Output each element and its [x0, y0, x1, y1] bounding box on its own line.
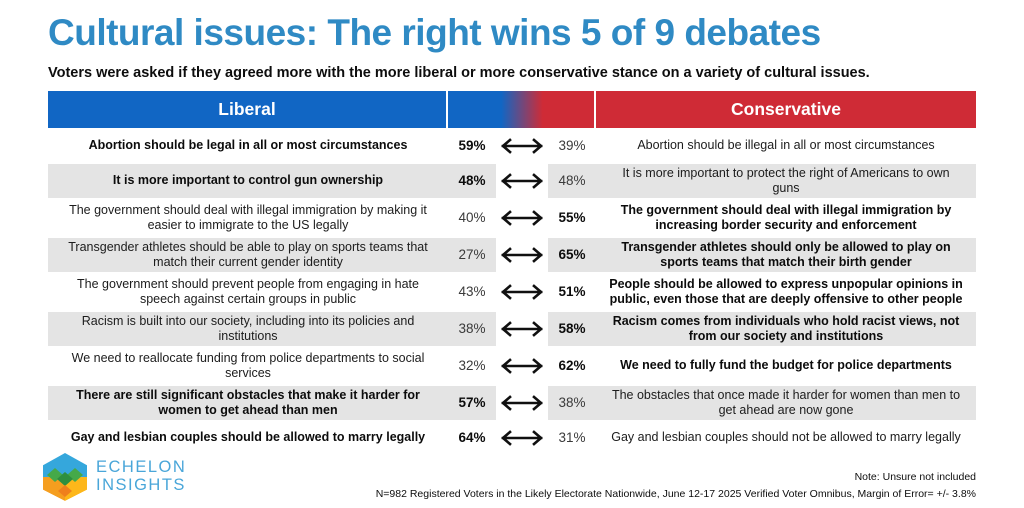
- conservative-percent: 58%: [548, 311, 596, 346]
- conservative-percent: 38%: [548, 385, 596, 420]
- liberal-statement: We need to reallocate funding from polic…: [71, 350, 425, 380]
- conservative-statement: Gay and lesbian couples should not be al…: [611, 430, 961, 445]
- arrow-cell: [496, 385, 548, 420]
- table-header: Liberal Conservative: [48, 90, 976, 128]
- arrow-cell: [496, 200, 548, 235]
- page-title: Cultural issues: The right wins 5 of 9 d…: [48, 12, 821, 53]
- header-gradient: [496, 90, 548, 128]
- arrow-cell: [496, 163, 548, 198]
- liberal-percent-header: [448, 90, 496, 128]
- table-row: Racism is built into our society, includ…: [48, 311, 976, 346]
- conservative-statement: The obstacles that once made it harder f…: [596, 385, 976, 420]
- liberal-statement: There are still significant obstacles th…: [48, 385, 448, 420]
- liberal-statement: Transgender athletes should be able to p…: [48, 237, 448, 272]
- liberal-percent: 38%: [448, 311, 496, 346]
- logo-line-echelon: ECHELON: [96, 458, 187, 477]
- conservative-percent: 65%: [548, 237, 596, 272]
- conservative-statement: People should be allowed to express unpo…: [609, 276, 963, 306]
- conservative-percent: 31%: [558, 430, 586, 446]
- conservative-statement: It is more important to protect the righ…: [596, 163, 976, 198]
- conservative-percent-header: [548, 90, 596, 128]
- table-row: The government should prevent people fro…: [48, 274, 976, 309]
- conservative-percent: 55%: [558, 210, 586, 226]
- liberal-statement: Abortion should be legal in all or most …: [88, 138, 408, 153]
- liberal-percent: 48%: [448, 163, 496, 198]
- arrow-cell: [496, 237, 548, 272]
- arrow-cell: [496, 348, 548, 383]
- liberal-percent: 27%: [448, 237, 496, 272]
- arrow-cell: [496, 422, 548, 453]
- conservative-percent: 39%: [558, 138, 586, 154]
- table-row: Transgender athletes should be able to p…: [48, 237, 976, 272]
- conservative-statement: We need to fully fund the budget for pol…: [620, 358, 952, 373]
- liberal-percent: 59%: [458, 138, 486, 154]
- liberal-statement: Racism is built into our society, includ…: [48, 311, 448, 346]
- logo-line-insights: INSIGHTS: [96, 476, 186, 494]
- arrow-cell: [496, 311, 548, 346]
- conservative-statement: The government should deal with illegal …: [620, 202, 952, 232]
- conservative-statement: Abortion should be illegal in all or mos…: [637, 138, 935, 153]
- table-row: Abortion should be legal in all or most …: [48, 130, 976, 161]
- logo-hexagon-icon: [43, 453, 87, 501]
- conservative-percent: 48%: [548, 163, 596, 198]
- conservative-header: Conservative: [596, 90, 976, 128]
- liberal-statement: Gay and lesbian couples should be allowe…: [70, 430, 426, 445]
- subtitle: Voters were asked if they agreed more wi…: [48, 64, 870, 81]
- conservative-percent: 51%: [558, 284, 586, 300]
- table-body: Abortion should be legal in all or most …: [48, 130, 976, 453]
- conservative-statement: Racism comes from individuals who hold r…: [596, 311, 976, 346]
- table-row: The government should deal with illegal …: [48, 200, 976, 235]
- double-arrow-icon: [501, 209, 543, 226]
- echelon-insights-logo: ECHELON INSIGHTS: [42, 452, 186, 502]
- liberal-statement: It is more important to control gun owne…: [48, 163, 448, 198]
- logo-wordmark: ECHELON INSIGHTS: [96, 458, 187, 495]
- table-row: There are still significant obstacles th…: [48, 385, 976, 420]
- arrow-cell: [496, 274, 548, 309]
- liberal-percent: 40%: [458, 210, 486, 226]
- table-row: Gay and lesbian couples should be allowe…: [48, 422, 976, 453]
- note-methodology: N=982 Registered Voters in the Likely El…: [375, 487, 976, 500]
- footer: ECHELON INSIGHTS Note: Unsure not includ…: [42, 452, 976, 502]
- liberal-percent: 32%: [458, 358, 486, 374]
- double-arrow-icon: [501, 137, 543, 154]
- liberal-statement: The government should deal with illegal …: [69, 202, 427, 232]
- double-arrow-icon: [501, 246, 543, 263]
- liberal-percent: 43%: [458, 284, 486, 300]
- arrow-cell: [496, 130, 548, 161]
- liberal-statement: The government should prevent people fro…: [77, 276, 419, 306]
- double-arrow-icon: [501, 357, 543, 374]
- table-row: We need to reallocate funding from polic…: [48, 348, 976, 383]
- liberal-percent: 57%: [448, 385, 496, 420]
- liberal-header: Liberal: [48, 90, 448, 128]
- conservative-percent: 62%: [558, 358, 586, 374]
- infographic: Cultural issues: The right wins 5 of 9 d…: [48, 12, 976, 453]
- conservative-statement: Transgender athletes should only be allo…: [596, 237, 976, 272]
- debate-table: Liberal Conservative Abortion should be …: [48, 90, 976, 453]
- double-arrow-icon: [501, 320, 543, 337]
- double-arrow-icon: [501, 429, 543, 446]
- double-arrow-icon: [501, 172, 543, 189]
- liberal-percent: 64%: [458, 430, 486, 446]
- source-notes: Note: Unsure not included N=982 Register…: [376, 469, 976, 502]
- table-row: It is more important to control gun owne…: [48, 163, 976, 198]
- double-arrow-icon: [501, 283, 543, 300]
- double-arrow-icon: [501, 394, 543, 411]
- note-unsure: Note: Unsure not included: [854, 471, 976, 484]
